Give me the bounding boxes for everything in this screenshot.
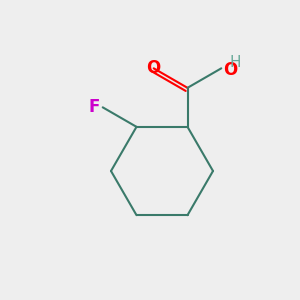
- Text: O: O: [223, 61, 237, 79]
- Text: O: O: [147, 59, 161, 77]
- Text: F: F: [89, 98, 100, 116]
- Text: H: H: [229, 56, 241, 70]
